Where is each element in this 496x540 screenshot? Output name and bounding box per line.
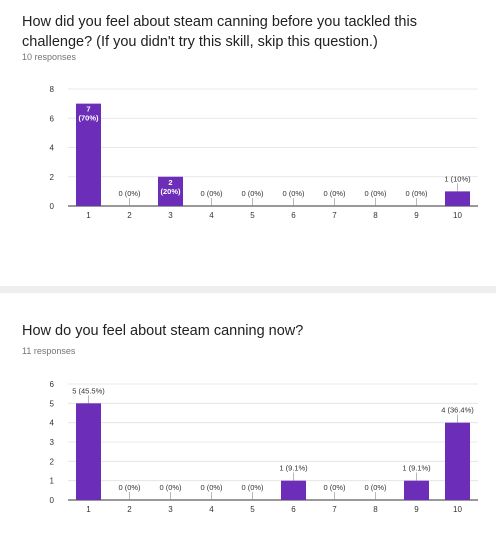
x-tick-label: 4 — [209, 211, 214, 220]
y-tick-label: 4 — [50, 419, 55, 428]
data-label: 7 — [86, 105, 90, 114]
bar — [404, 480, 429, 500]
data-label: (70%) — [78, 114, 99, 123]
question-title-1: How did you feel about steam canning bef… — [22, 14, 417, 50]
data-label: 0 (0%) — [118, 189, 141, 198]
data-label: 0 (0%) — [323, 189, 346, 198]
x-tick-label: 4 — [209, 505, 214, 514]
x-tick-label: 10 — [453, 211, 462, 220]
y-tick-label: 6 — [50, 114, 55, 123]
x-tick-label: 5 — [250, 505, 255, 514]
x-tick-label: 5 — [250, 211, 255, 220]
bar — [158, 176, 183, 206]
y-tick-label: 2 — [50, 457, 55, 466]
data-label: 0 (0%) — [159, 483, 182, 492]
bar — [445, 191, 470, 206]
x-tick-label: 7 — [332, 505, 337, 514]
y-tick-label: 5 — [50, 399, 55, 408]
data-label: 5 (45.5%) — [72, 386, 105, 395]
x-tick-label: 1 — [86, 505, 91, 514]
x-tick-label: 6 — [291, 505, 296, 514]
bar — [76, 103, 101, 206]
question-card-2: How do you feel about steam canning now?… — [0, 293, 496, 540]
y-tick-label: 0 — [50, 202, 55, 211]
data-label: 0 (0%) — [118, 483, 141, 492]
data-label: 0 (0%) — [364, 189, 387, 198]
y-tick-label: 3 — [50, 438, 55, 447]
bar — [445, 422, 470, 500]
bar-chart-2: 0 1 2 3 4 5 6 1 5 (45.5%) 2 0 (0%) 3 0 (0%) 4 0 (0%) 5 0… — [50, 380, 478, 514]
x-tick-label: 8 — [373, 505, 378, 514]
data-label: 0 (0%) — [364, 483, 387, 492]
y-tick-label: 2 — [50, 173, 55, 182]
data-label: 4 (36.4%) — [441, 406, 474, 415]
response-count-1: 10 responses — [22, 52, 77, 62]
x-tick-label: 9 — [414, 505, 419, 514]
data-label: 0 (0%) — [323, 483, 346, 492]
y-tick-label: 1 — [50, 477, 55, 486]
question-title-2: How do you feel about steam canning now? — [22, 323, 304, 339]
data-label: 0 (0%) — [241, 189, 264, 198]
data-label: 0 (0%) — [282, 189, 305, 198]
data-label: 1 (9.1%) — [402, 464, 431, 473]
data-label: 1 (9.1%) — [279, 464, 308, 473]
data-label: 0 (0%) — [241, 483, 264, 492]
x-tick-label: 6 — [291, 211, 296, 220]
bar — [76, 403, 101, 500]
x-tick-label: 9 — [414, 211, 419, 220]
y-tick-label: 4 — [50, 144, 55, 153]
x-tick-label: 3 — [168, 211, 173, 220]
x-tick-label: 3 — [168, 505, 173, 514]
bar — [281, 480, 306, 500]
question-card-1: How did you feel about steam canning bef… — [0, 0, 496, 286]
y-tick-label: 6 — [50, 380, 55, 389]
data-label: 0 (0%) — [200, 189, 223, 198]
x-tick-label: 10 — [453, 505, 462, 514]
y-tick-label: 0 — [50, 496, 55, 505]
x-tick-label: 2 — [127, 505, 132, 514]
x-tick-label: 1 — [86, 211, 91, 220]
data-label: 1 (10%) — [444, 174, 471, 183]
y-tick-label: 8 — [50, 85, 55, 94]
data-label: 0 (0%) — [200, 483, 223, 492]
data-label: 0 (0%) — [405, 189, 428, 198]
response-count-2: 11 responses — [22, 346, 76, 356]
x-tick-label: 2 — [127, 211, 132, 220]
data-label: 2 — [168, 178, 172, 187]
x-tick-label: 8 — [373, 211, 378, 220]
x-tick-label: 7 — [332, 211, 337, 220]
data-label: (20%) — [160, 187, 181, 196]
